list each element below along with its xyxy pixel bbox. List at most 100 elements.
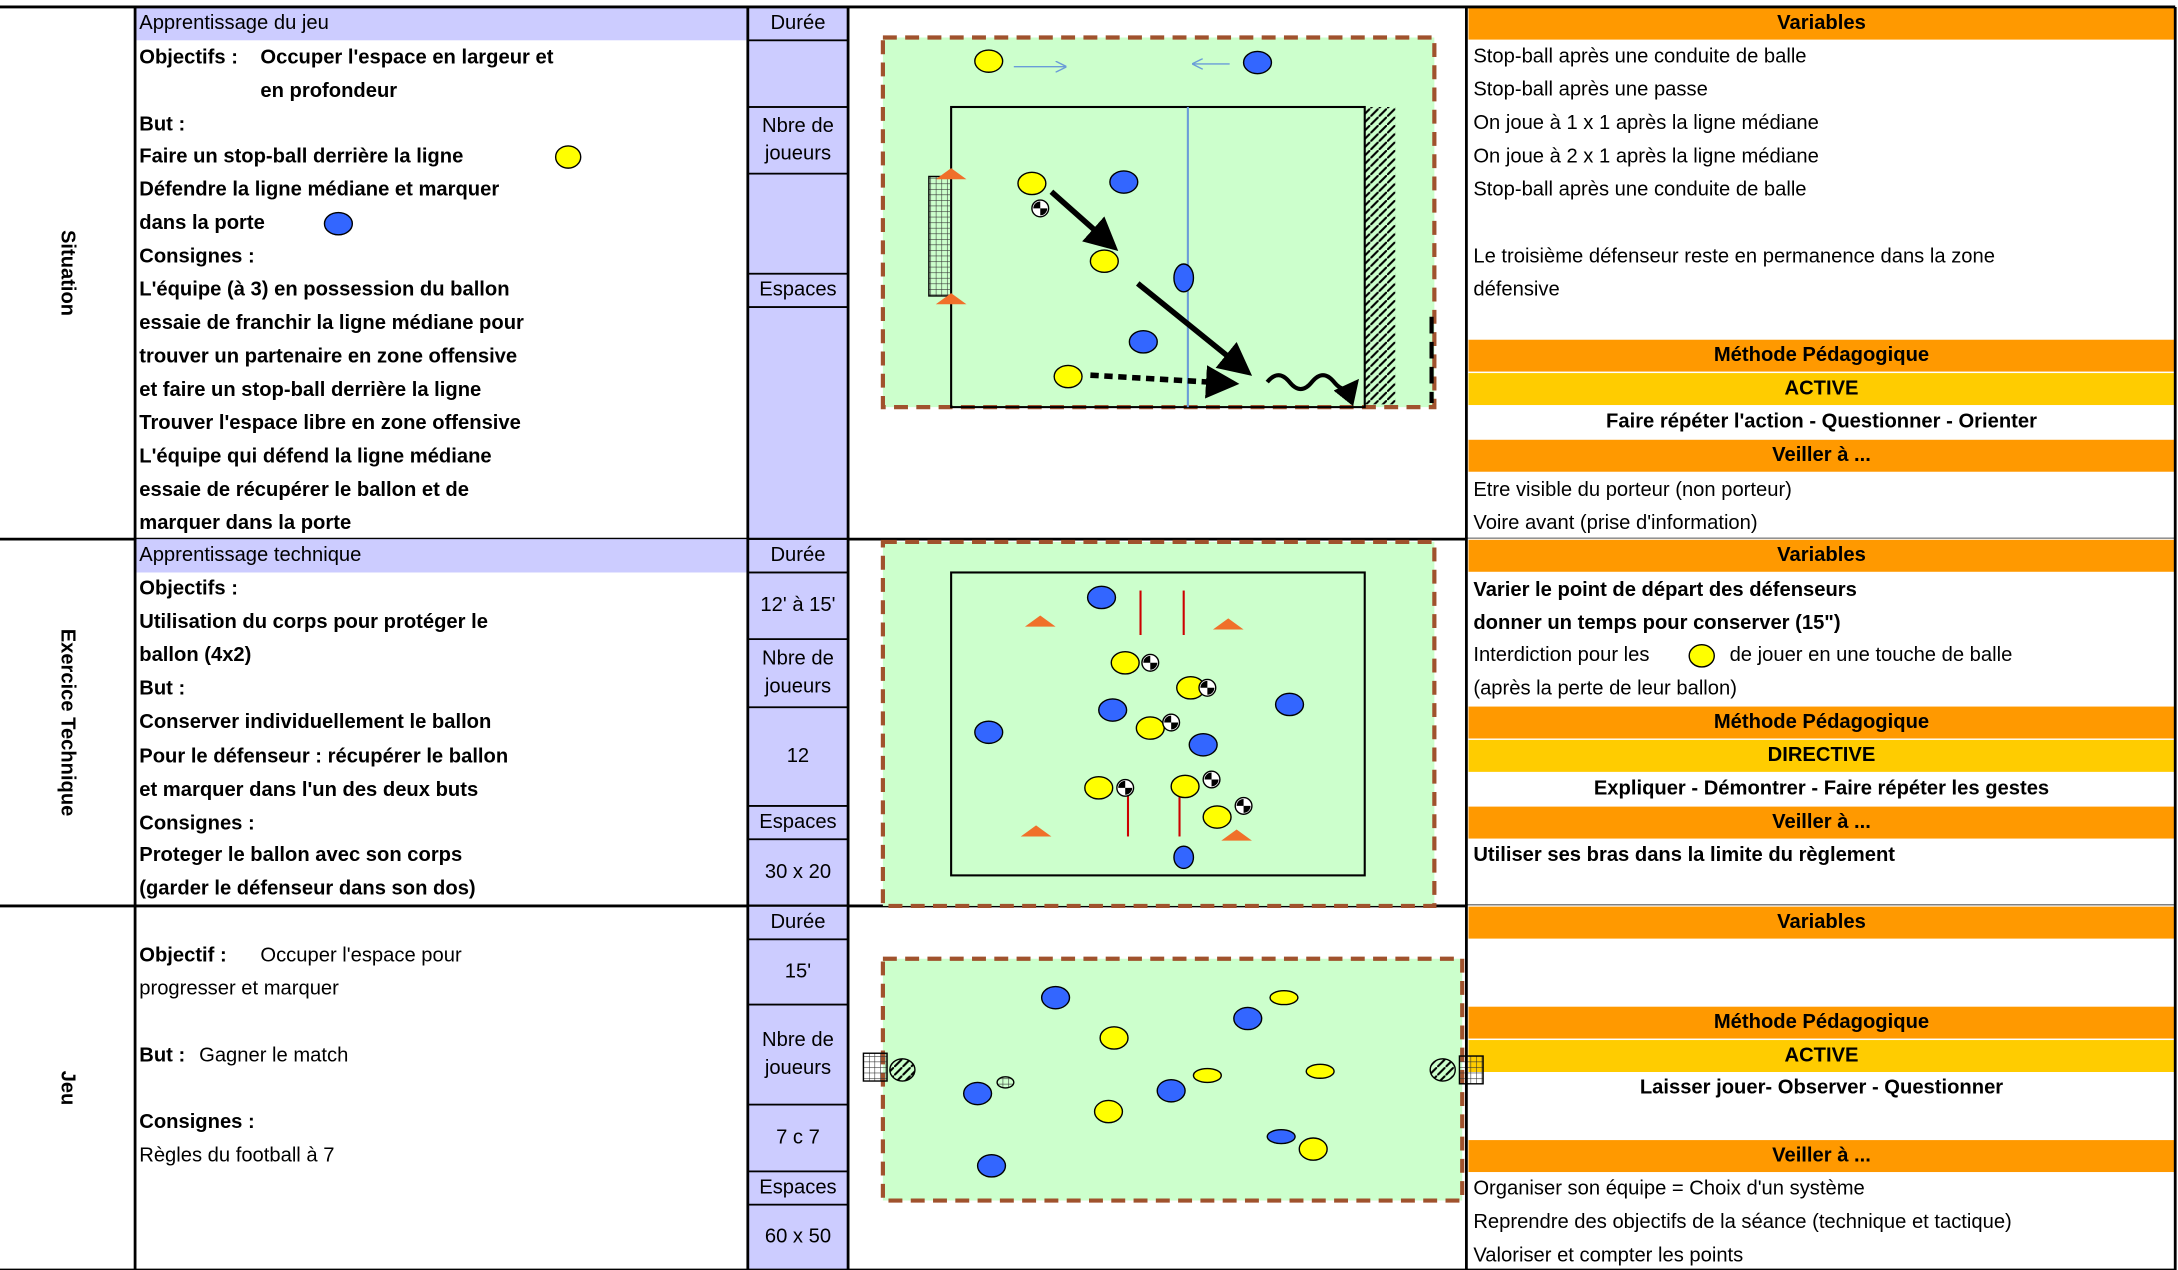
player (1688, 644, 1715, 668)
right-text: Reprendre des objectifs de la séance (te… (1473, 1211, 2011, 1233)
content-line: Occuper l'espace pour (260, 944, 462, 966)
right-text: (après la perte de leur ballon) (1473, 678, 1737, 700)
right-text: Varier le point de départ des défenseurs (1473, 579, 1857, 601)
right-text: Laisser jouer- Observer - Questionner (1640, 1076, 2003, 1098)
right-text: Méthode Pédagogique (1714, 344, 1929, 366)
cone (935, 168, 967, 180)
cone (935, 293, 967, 305)
player (1233, 1006, 1263, 1031)
band (1467, 1005, 2176, 1041)
right-text: Variables (1777, 12, 1866, 34)
right-text: Veiller à ... (1772, 1144, 1871, 1166)
player (1099, 1026, 1129, 1050)
ball-patch (1033, 201, 1048, 216)
content-line: Consignes : (139, 812, 254, 834)
right-text: de jouer en une touche de balle (1730, 644, 2013, 666)
side-text: Nbre de (762, 115, 834, 137)
side-text: joueurs (764, 143, 831, 165)
player (1086, 585, 1117, 610)
goal (862, 1052, 888, 1082)
field (880, 35, 1437, 410)
player (974, 49, 1004, 73)
content-line: But : (139, 678, 185, 700)
side-text: 30 x 20 (765, 861, 831, 883)
player (1110, 650, 1140, 675)
zone (1364, 106, 1396, 405)
player (1135, 716, 1165, 740)
side-text: Nbre de (762, 1029, 834, 1051)
side-text: joueurs (764, 675, 831, 697)
run (1090, 365, 1240, 399)
player (1017, 171, 1047, 196)
content-line: Défendre la ligne médiane et marquer (139, 179, 499, 201)
right-text: Etre visible du porteur (non porteur) (1473, 479, 1792, 501)
goalkeeper (1429, 1058, 1456, 1082)
ball-patch (1164, 715, 1179, 730)
player (1242, 50, 1273, 75)
section-title: Apprentissage du jeu (139, 12, 329, 34)
content-line: Pour le défenseur : récupérer le ballon (139, 746, 508, 768)
pass (1049, 189, 1119, 252)
pitch (950, 571, 1366, 877)
right-text: Veiller à ... (1772, 811, 1871, 833)
ball-patch (1143, 655, 1158, 670)
content-line: progresser et marquer (139, 978, 339, 1000)
right-text: Voire avant (prise d'information) (1473, 512, 1757, 534)
right-text: Méthode Pédagogique (1714, 711, 1929, 733)
right-text: Utiliser ses bras dans la limite du règl… (1473, 844, 1895, 866)
content-line: Objectifs : (139, 47, 238, 69)
pass (1135, 281, 1253, 376)
player (976, 1153, 1007, 1178)
right-text: Expliquer - Démontrer - Faire répéter le… (1594, 778, 2049, 800)
player (1266, 1128, 1296, 1145)
content-line: et marquer dans l'un des deux buts (139, 779, 478, 801)
content-line: But : (139, 1044, 185, 1066)
side-text: Durée (770, 544, 825, 566)
side-text: Durée (770, 12, 825, 34)
right-text: On joue à 1 x 1 après la ligne médiane (1473, 112, 1819, 134)
player (1093, 1099, 1124, 1124)
side-text: Espaces (759, 279, 836, 301)
cone (1212, 618, 1244, 630)
cone (1020, 825, 1052, 837)
side-column (747, 539, 849, 906)
goalkeeper (889, 1058, 916, 1082)
right-text: Interdiction pour les (1473, 644, 1649, 666)
player (1298, 1137, 1328, 1161)
right-text: Stop-ball après une passe (1473, 79, 1707, 101)
right-text: Stop-ball après une conduite de balle (1473, 179, 1806, 201)
band (1467, 905, 2176, 940)
right-text: Faire répéter l'action - Questionner - O… (1606, 411, 2037, 433)
goal (1458, 1055, 1484, 1085)
content-line: et faire un stop-ball derrière la ligne (139, 379, 481, 401)
cone (1024, 615, 1056, 627)
ball (996, 1076, 1015, 1089)
content-line: Faire un stop-ball derrière la ligne (139, 145, 463, 167)
player (1188, 732, 1218, 757)
content-line: essaie de franchir la ligne médiane pour (139, 312, 524, 334)
content-line: en profondeur (260, 80, 397, 102)
side-text: 7 c 7 (776, 1126, 820, 1148)
player (1192, 1067, 1222, 1084)
right-text: Organiser son équipe = Choix d'un systèm… (1473, 1178, 1864, 1200)
player (323, 211, 354, 236)
player (974, 720, 1004, 745)
right-text: ACTIVE (1784, 1044, 1858, 1066)
right-text: Variables (1777, 911, 1866, 933)
section-label: Exercice Technique (57, 629, 79, 817)
player (1202, 805, 1232, 829)
player (1053, 364, 1083, 389)
content-line: Règles du football à 7 (139, 1144, 334, 1166)
player (1098, 698, 1128, 722)
side-text: Espaces (759, 811, 836, 833)
player (1156, 1078, 1186, 1103)
goal (928, 175, 952, 297)
right-text: Le troisième défenseur reste en permanen… (1473, 245, 1995, 267)
side-text: joueurs (764, 1057, 831, 1079)
right-text: donner un temps pour conserver (15") (1473, 612, 1840, 634)
title-bar (136, 6, 748, 41)
side-text: Espaces (759, 1176, 836, 1198)
player (962, 1081, 993, 1106)
content-line: Gagner le match (199, 1044, 348, 1066)
